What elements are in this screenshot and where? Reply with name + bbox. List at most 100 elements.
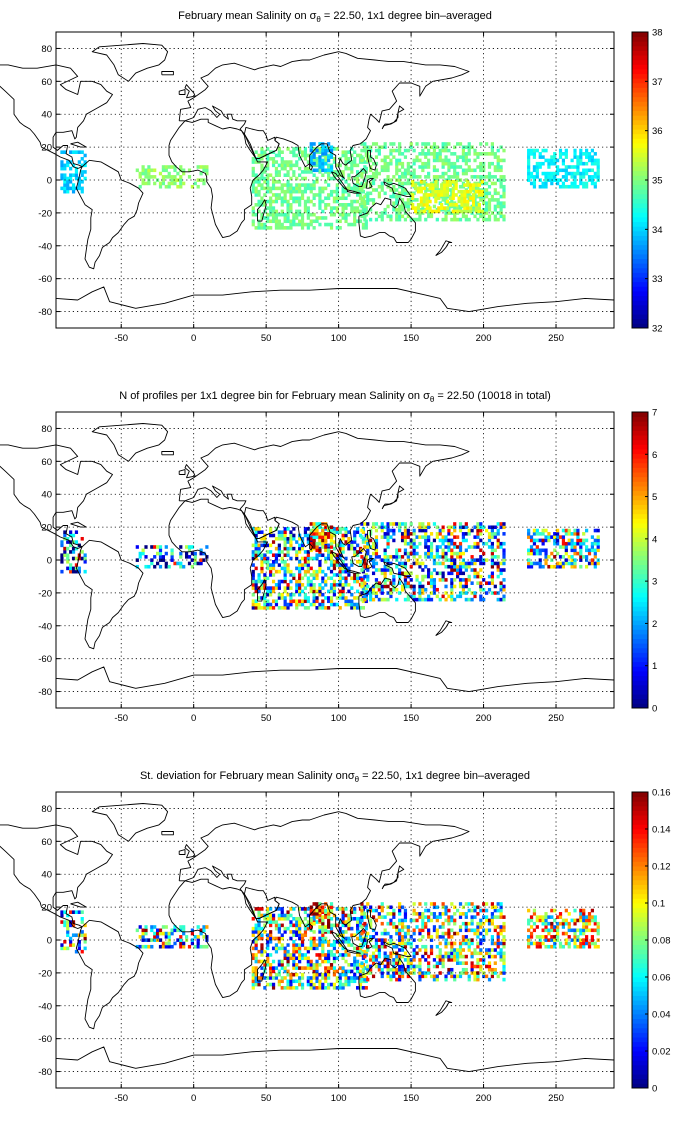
data-cell	[167, 935, 171, 939]
data-cell	[318, 548, 322, 553]
data-cell	[585, 181, 589, 186]
data-cell	[280, 222, 284, 227]
data-cell	[464, 967, 468, 972]
colorbar-band	[632, 592, 648, 598]
data-cell	[395, 148, 399, 153]
data-cell	[303, 556, 308, 561]
data-cell	[453, 918, 457, 923]
data-cell	[327, 972, 331, 977]
data-cell	[476, 545, 480, 549]
data-cell	[424, 958, 428, 962]
data-cell	[403, 958, 408, 962]
colorbar-band	[632, 92, 648, 98]
data-cell	[496, 545, 500, 549]
data-cell	[461, 538, 466, 543]
data-cell	[321, 592, 325, 597]
data-cell	[289, 160, 293, 164]
data-cell	[458, 912, 463, 916]
data-cell	[529, 941, 534, 946]
data-cell	[77, 176, 81, 181]
data-cell	[329, 148, 334, 153]
data-cell	[135, 944, 139, 949]
data-cell	[309, 556, 313, 561]
data-cell	[269, 203, 273, 207]
data-cell	[286, 160, 290, 164]
y-tick-label: 60	[41, 77, 52, 88]
data-cell	[398, 175, 402, 179]
data-cell	[338, 180, 342, 184]
data-cell	[332, 943, 337, 947]
data-cell	[496, 165, 500, 169]
data-cell	[190, 938, 194, 942]
data-cell	[470, 175, 474, 179]
data-cell	[306, 569, 310, 574]
data-cell	[473, 561, 477, 566]
x-tick-label: 150	[403, 333, 419, 344]
data-cell	[464, 548, 468, 553]
data-cell	[596, 925, 600, 929]
data-cell	[471, 196, 476, 201]
data-cell	[347, 943, 351, 947]
data-cell	[341, 209, 345, 214]
data-cell	[173, 928, 177, 933]
data-cell	[561, 555, 566, 559]
data-cell	[283, 586, 287, 590]
data-cell	[263, 170, 267, 174]
data-cell	[502, 587, 506, 592]
data-cell	[83, 556, 87, 561]
data-cell	[318, 161, 322, 166]
data-cell	[254, 606, 258, 610]
data-cell	[415, 158, 419, 163]
coastline	[383, 561, 412, 577]
data-cell	[329, 152, 334, 156]
data-cell	[476, 925, 480, 929]
data-cell	[427, 538, 431, 543]
data-cell	[60, 163, 64, 168]
data-cell	[593, 181, 597, 186]
data-cell	[403, 918, 408, 923]
data-cell	[366, 948, 370, 952]
data-cell	[347, 222, 351, 227]
data-cell	[315, 943, 319, 947]
data-cell	[292, 147, 296, 151]
data-cell	[435, 928, 439, 933]
colorbar-band	[632, 143, 648, 149]
data-cell	[147, 171, 151, 176]
data-cell	[324, 972, 328, 977]
data-cell	[582, 941, 586, 946]
data-cell	[398, 181, 402, 186]
data-cell	[71, 150, 76, 154]
data-cell	[412, 217, 416, 222]
data-cell	[158, 555, 163, 559]
data-cell	[173, 168, 177, 173]
data-cell	[413, 209, 418, 214]
data-cell	[469, 189, 473, 194]
data-cell	[332, 533, 337, 538]
coastline	[184, 464, 196, 479]
data-cell	[371, 142, 376, 146]
data-cell	[363, 148, 367, 153]
data-cell	[389, 148, 393, 153]
data-cell	[558, 921, 563, 926]
data-cell	[300, 966, 305, 970]
data-cell	[263, 923, 267, 928]
data-cell	[318, 199, 322, 204]
data-cell	[596, 535, 600, 539]
data-cell	[295, 602, 299, 607]
data-cell	[298, 592, 302, 597]
data-cell	[418, 217, 422, 222]
data-cell	[66, 553, 70, 558]
data-cell	[421, 161, 425, 166]
data-cell	[329, 563, 334, 567]
data-cell	[289, 596, 293, 600]
data-cell	[292, 956, 296, 961]
data-cell	[386, 941, 390, 946]
data-cell	[327, 606, 331, 610]
data-cell	[289, 166, 293, 171]
data-cell	[271, 586, 276, 590]
data-cell	[476, 574, 480, 579]
data-cell	[471, 199, 476, 204]
data-cell	[434, 209, 438, 214]
data-cell	[493, 198, 497, 202]
data-cell	[295, 186, 299, 191]
